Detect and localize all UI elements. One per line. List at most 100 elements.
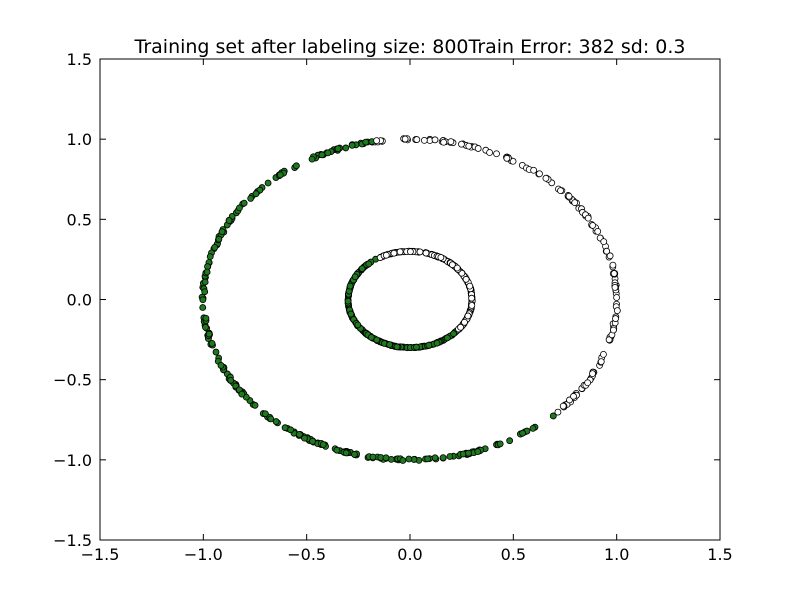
data-point xyxy=(351,273,359,281)
data-point xyxy=(206,253,214,261)
x-tick-label: 0.5 xyxy=(501,545,526,564)
data-point xyxy=(308,155,316,163)
data-point xyxy=(597,358,605,366)
x-tick-label: −1.5 xyxy=(81,545,120,564)
data-point xyxy=(396,248,404,256)
data-point xyxy=(447,138,455,146)
data-point xyxy=(344,297,352,305)
data-point xyxy=(465,449,472,457)
x-tick-label: 1.0 xyxy=(604,545,629,564)
data-point xyxy=(251,401,259,409)
data-point xyxy=(530,166,538,174)
data-point xyxy=(594,227,602,235)
x-tick-label: 0.0 xyxy=(397,545,422,564)
data-point xyxy=(600,350,607,358)
data-point xyxy=(493,150,500,158)
data-point xyxy=(351,450,358,458)
data-point xyxy=(354,321,362,329)
data-point xyxy=(199,304,207,311)
data-point xyxy=(440,138,448,146)
data-point xyxy=(603,247,611,255)
data-point xyxy=(362,138,370,146)
data-point xyxy=(296,431,303,438)
data-point xyxy=(211,243,219,251)
data-point xyxy=(610,270,618,277)
data-point xyxy=(365,260,373,268)
data-point xyxy=(450,330,457,338)
data-point xyxy=(201,288,209,296)
data-point xyxy=(236,204,243,212)
x-tick-label: −0.5 xyxy=(287,545,326,564)
data-point xyxy=(333,446,341,454)
data-point xyxy=(554,408,562,416)
data-point xyxy=(503,154,511,162)
data-point xyxy=(342,144,350,152)
data-point xyxy=(324,149,332,157)
data-point xyxy=(600,238,608,246)
y-tick-label: −0.5 xyxy=(53,371,92,390)
data-point xyxy=(386,341,393,349)
data-point xyxy=(486,149,494,156)
data-point xyxy=(225,217,233,224)
data-point xyxy=(468,294,476,302)
data-point xyxy=(261,410,269,418)
data-point xyxy=(570,392,577,400)
x-tick-label: −1.0 xyxy=(184,545,223,564)
data-point xyxy=(613,307,621,315)
data-point xyxy=(613,294,620,301)
data-point xyxy=(565,192,573,200)
data-point xyxy=(227,376,235,384)
data-point xyxy=(519,429,526,437)
data-point xyxy=(264,179,272,187)
data-point xyxy=(431,136,439,144)
data-point xyxy=(446,453,454,460)
data-point xyxy=(238,390,246,398)
data-point xyxy=(309,437,316,445)
data-point xyxy=(367,333,375,341)
data-point xyxy=(468,302,476,309)
data-point xyxy=(205,330,213,338)
data-point xyxy=(589,370,596,378)
data-point xyxy=(369,453,377,461)
y-tick-label: −1.0 xyxy=(53,451,92,470)
data-point xyxy=(609,261,617,269)
data-point xyxy=(202,323,209,331)
y-tick-label: 1.5 xyxy=(67,50,92,69)
data-point xyxy=(416,248,424,256)
ticks-layer: −1.5 −1.0 −0.5 0.0 0.5 1.0 1.5 1.5 1.0 0.5 0.0 −0.5… xyxy=(53,50,733,564)
data-point xyxy=(390,249,398,257)
data-point xyxy=(212,348,220,356)
data-point xyxy=(584,214,592,222)
data-point xyxy=(373,137,381,145)
data-point xyxy=(215,235,223,243)
data-point xyxy=(571,199,579,207)
data-point xyxy=(536,170,543,178)
data-point xyxy=(358,265,366,272)
data-point xyxy=(433,339,441,347)
data-point xyxy=(509,157,517,165)
y-tick-label: 0.0 xyxy=(67,291,92,310)
data-point xyxy=(401,135,409,143)
data-point xyxy=(462,275,470,283)
data-point xyxy=(399,457,407,464)
data-point xyxy=(474,448,482,456)
points-layer xyxy=(198,135,621,464)
data-point xyxy=(437,254,445,261)
data-point xyxy=(393,343,401,351)
data-point xyxy=(420,136,428,144)
data-point xyxy=(606,252,614,260)
data-point xyxy=(208,339,216,347)
y-tick-label: 0.5 xyxy=(67,210,92,229)
data-point xyxy=(465,142,473,150)
data-point xyxy=(412,343,420,351)
data-point xyxy=(267,415,275,423)
data-point xyxy=(199,296,207,304)
data-point xyxy=(464,312,472,320)
data-point xyxy=(453,264,461,272)
data-point xyxy=(474,145,482,152)
data-point xyxy=(218,228,226,236)
data-point xyxy=(589,222,597,229)
data-point xyxy=(405,455,413,463)
data-point xyxy=(542,174,550,182)
